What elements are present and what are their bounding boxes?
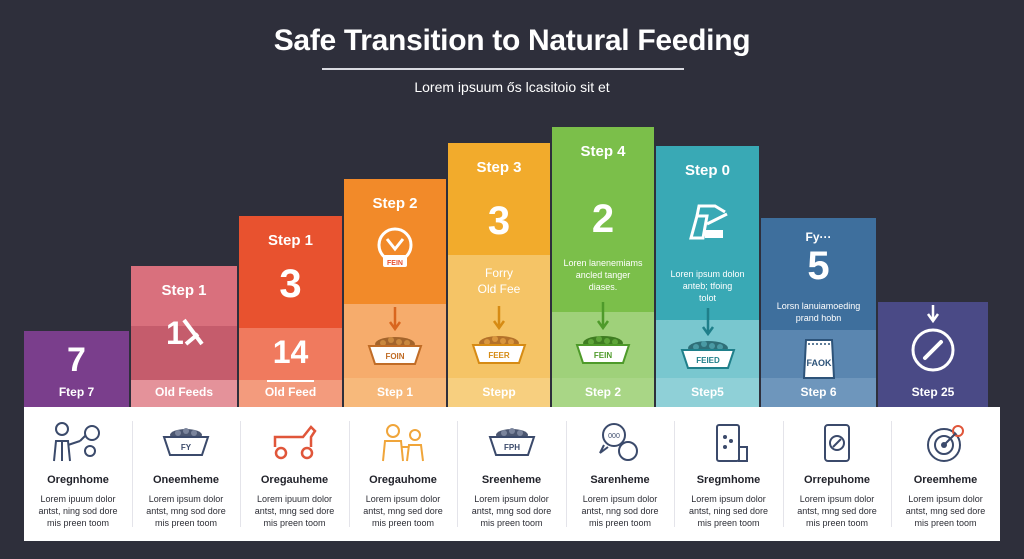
column-bottom-label: Step 2 [584,385,621,399]
step-column-1: 7 Ftep 7 [24,331,129,408]
column-big-number: 7 [67,341,86,379]
arrow-down-icon [926,305,940,328]
card-title: Oneemheme [152,474,220,486]
arrow-down-icon [492,306,506,337]
card-title: Sarenheme [590,474,650,486]
column-big-number: 3 [487,199,511,243]
bowl-icon: FY [158,421,214,466]
step-column-7: Step 0 Loren ipsum dolon anteb; tfoing t… [656,146,759,408]
column-big-number: 3 [279,262,302,306]
page-title: Safe Transition to Natural Feeding [273,24,751,57]
info-card-1: Oregnhome Lorem ipuum dolor antst, ning … [24,407,132,541]
info-cards-panel: Oregnhome Lorem ipuum dolor antst, ning … [24,407,1000,541]
column-step-label: Fy··· [805,230,832,244]
column-bottom-label: Step 25 [911,385,955,399]
column-note: Forry Old Fee [477,266,521,297]
column-note: Loren lanenemiams ancled tanger diases. [563,258,643,293]
column-step-label: Step 1 [267,232,313,249]
column-step-label: Step 2 [372,195,418,212]
bowl-icon: FOIN [365,334,425,371]
card-text: Lorem ipuum dolor antst, ning sod dore m… [38,494,118,529]
step-column-5: Step 3 3 Forry Old Fee FEER Stepp [448,143,550,408]
svg-text:FEIN: FEIN [387,260,403,267]
card-text: Lorem ipsum dolor antst, mng sed dore mi… [363,494,443,529]
step-column-2: Step 1 1 Old Feeds [131,266,237,408]
svg-text:FPH: FPH [504,443,520,452]
person-icon [50,421,106,470]
step-column-9: Step 25 [878,302,988,408]
card-title: Oregauhome [369,474,437,486]
column-bottom-label: Ftep 7 [58,385,95,399]
card-text: Lorem ipsum dolor antst, nng sod dore mi… [581,494,659,529]
chat-icon: 000 [592,421,648,470]
svg-text:000: 000 [608,433,620,440]
info-card-4: Oregauhome Lorem ipsum dolor antst, mng … [349,407,457,541]
gauge-icon [909,326,957,379]
step-column-3: Step 1 3 14 Old Feed [239,216,342,408]
card-text: Lorem ipsum dolor antst, mng sod dore mi… [471,494,552,529]
info-card-2: FY Oneemheme Lorem ipsum dolor antst, mn… [132,407,240,541]
card-title: Oregauheme [260,474,329,486]
bowl-icon: FEIN [573,333,633,370]
step-column-8: Fy··· 5 Lorsn lanuiamoeding prand hobn F… [761,218,876,408]
bowl-icon: FEIED [678,338,738,375]
arrow-down-icon [388,307,402,338]
card-text: Lorem ipsum dolor antst, mng sod dore mi… [146,494,226,529]
info-card-8: Orrepuhome Lorem ipsum dolor antst, mng … [783,407,891,541]
card-title: Oregnhome [47,474,109,486]
card-text: Lorem ipuum dolor antst, mng sed dore mi… [254,494,335,529]
info-card-6: 000 Sarenheme Lorem ipsum dolor antst, n… [566,407,674,541]
column-bottom-label: Old Feeds [154,385,213,399]
step-column-4: Step 2 FEIN FOIN Step 1 [344,179,446,408]
bowl-icon: FEER [469,333,529,370]
column-bottom-label: Step 6 [800,385,837,399]
column-step-label: Step 1 [161,282,207,299]
svg-text:FY: FY [181,443,192,452]
numeral-icon: 1 [162,314,206,355]
card-text: Lorem ipsum dolor antst, ning sed dore m… [688,494,769,529]
food-can-icon [809,421,865,470]
card-title: Sregmhome [696,474,761,486]
dog-cart-icon [267,421,323,466]
target-icon [918,421,974,470]
svg-text:FEIN: FEIN [594,351,612,360]
column-bottom-label: Stepp [482,385,516,399]
arrow-down-icon [701,308,715,343]
column-big-number: 2 [591,197,615,241]
family-icon [375,421,431,470]
info-card-5: FPH Sreenheme Lorem ipsum dolor antst, m… [457,407,566,541]
arrow-down-icon [596,302,610,337]
card-text: Lorem ipsum dolor antst, mng sed dore mi… [797,494,877,529]
column-step-label: Step 3 [476,159,522,176]
info-card-3: Oregauheme Lorem ipuum dolor antst, mng … [240,407,349,541]
info-card-7: Sregmhome Lorem ipsum dolor antst, ning … [674,407,783,541]
column-bottom-label: Old Feed [264,385,317,399]
page-subtitle: Lorem ipsuum ős lcasitoio sit et [414,79,610,95]
column-note: Loren ipsum dolon anteb; tfoing tolot [670,269,745,304]
column-secondary-number: 14 [272,334,309,370]
card-title: Sreenheme [481,474,542,486]
column-note: Lorsn lanuiamoeding prand hobn [776,301,861,324]
food-bag-icon [701,421,757,470]
feeder-machine-icon [685,202,731,247]
info-card-9: Oreemheme Lorem ipsum dolor antst, mng s… [891,407,1000,541]
card-title: Oreemheme [913,474,978,486]
svg-text:FEER: FEER [488,351,510,360]
step-column-6: Step 4 2 Loren lanenemiams ancled tanger… [552,127,654,408]
column-step-label: Step 4 [580,143,626,160]
food-bag-icon: FEIN [375,225,415,276]
bowl-icon: FPH [484,421,540,466]
food-bag-icon: FAOK [802,336,836,385]
title-underline [322,68,684,70]
svg-text:1: 1 [166,315,184,350]
svg-text:FOIN: FOIN [385,352,404,361]
card-title: Orrepuhome [803,474,870,486]
card-text: Lorem ipsum dolor antst, mng sed dore mi… [905,494,986,529]
column-big-number: 5 [807,244,830,288]
svg-text:FEIED: FEIED [696,356,720,365]
svg-text:FAOK: FAOK [806,358,832,368]
column-step-label: Step 0 [684,162,730,179]
column-bottom-label: Step5 [691,385,724,399]
column-bottom-label: Step 1 [376,385,413,399]
